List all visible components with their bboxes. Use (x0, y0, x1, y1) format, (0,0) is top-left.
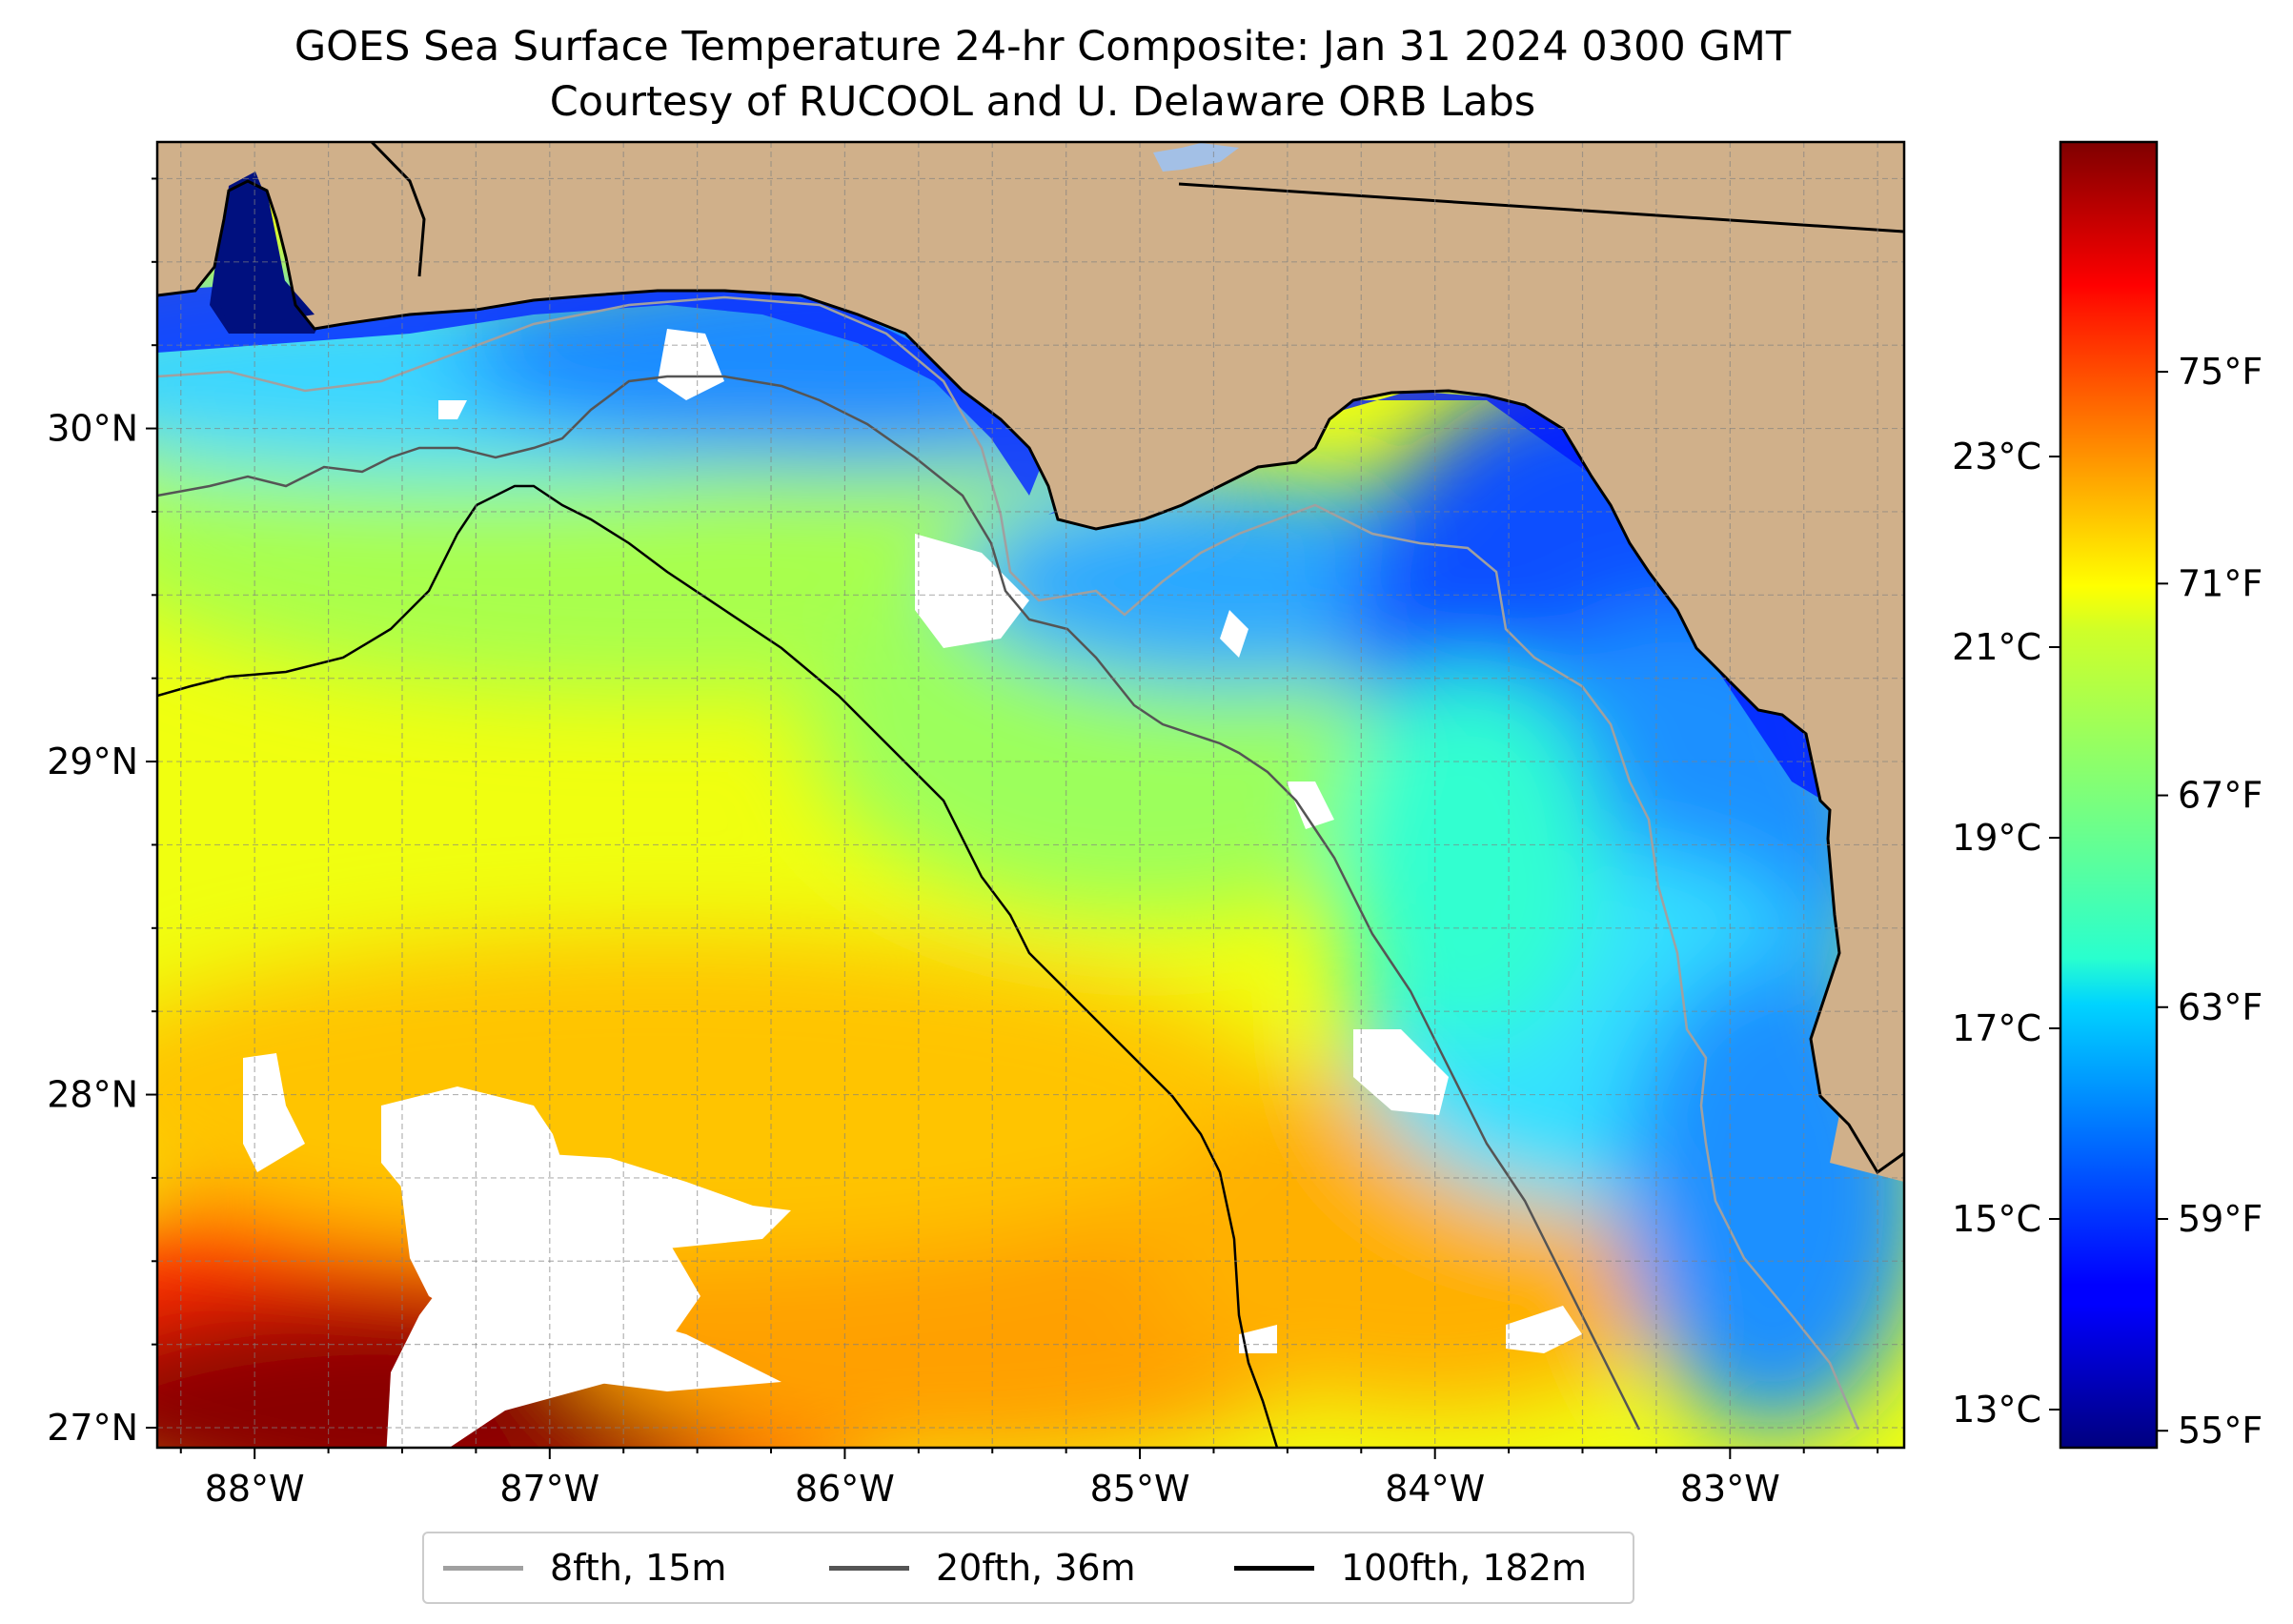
lon-tick-label: 88°W (205, 1468, 305, 1510)
legend-swatch-8fth (443, 1565, 523, 1571)
colorbar-fahrenheit-label: 55°F (2178, 1410, 2263, 1451)
land (157, 142, 1904, 1182)
colorbar-celsius-label: 19°C (1952, 817, 2041, 859)
gridlines (157, 142, 1904, 1448)
colorbar-fahrenheit-label: 59°F (2178, 1198, 2263, 1240)
colorbar-celsius-label: 13°C (1952, 1389, 2041, 1431)
legend-label-100fth: 100fth, 182m (1341, 1547, 1587, 1589)
colorbar-gradient (2059, 140, 2159, 1450)
isobath-100fth (157, 484, 1279, 1448)
colorbar-fahrenheit-label: 67°F (2178, 775, 2263, 817)
colorbar-celsius-label: 17°C (1952, 1007, 2041, 1049)
lat-tick-label: 27°N (47, 1407, 138, 1449)
colorbar-celsius-label: 15°C (1952, 1198, 2041, 1240)
colorbar-celsius-axis: 13°C 15°C 17°C 19°C 21°C 23°C (1952, 436, 2060, 1431)
lat-tick-label: 29°N (47, 741, 138, 782)
lat-tick-label: 28°N (47, 1074, 138, 1116)
colorbar-fahrenheit-label: 75°F (2178, 351, 2263, 393)
lon-tick-label: 85°W (1090, 1468, 1190, 1510)
lon-tick-label: 86°W (795, 1468, 895, 1510)
title-line-1: GOES Sea Surface Temperature 24-hr Compo… (294, 23, 1792, 71)
colorbar-celsius-label: 21°C (1952, 626, 2041, 668)
legend-swatch-20fth (829, 1565, 909, 1571)
lat-axis: 30°N 29°N 28°N 27°N (47, 177, 157, 1449)
lat-tick-label: 30°N (47, 408, 138, 450)
legend-item-8fth: 8fth, 15m (443, 1533, 726, 1602)
colorbar-fahrenheit-axis: 55°F 59°F 63°F 67°F 71°F 75°F (2157, 351, 2263, 1451)
lon-axis: 88°W 87°W 86°W 85°W 84°W 83°W (179, 1448, 1879, 1510)
legend-label-8fth: 8fth, 15m (550, 1547, 727, 1589)
legend-swatch-100fth (1234, 1565, 1314, 1571)
legend-item-20fth: 20fth, 36m (829, 1533, 1136, 1602)
isobath-20fth (157, 375, 1641, 1431)
lon-tick-label: 83°W (1680, 1468, 1780, 1510)
cloud-mask (243, 329, 1582, 1448)
isobath-8fth (157, 295, 1860, 1431)
colorbar-fahrenheit-label: 63°F (2178, 986, 2263, 1028)
colorbar: 13°C 15°C 17°C 19°C 21°C 23°C 55°F 59°F 63°F 67°… (1952, 140, 2263, 1451)
legend-label-20fth: 20fth, 36m (936, 1547, 1136, 1589)
coastline (157, 179, 1904, 1175)
legend: 8fth, 15m 20fth, 36m 100fth, 182m (422, 1532, 1634, 1604)
title-line-2: Courtesy of RUCOOL and U. Delaware ORB L… (549, 78, 1536, 126)
lon-tick-label: 87°W (499, 1468, 599, 1510)
map-frame (155, 140, 1906, 1450)
map-area (157, 142, 1904, 1448)
colorbar-celsius-label: 23°C (1952, 436, 2041, 477)
lon-tick-label: 84°W (1385, 1468, 1485, 1510)
legend-item-100fth: 100fth, 182m (1234, 1533, 1587, 1602)
colorbar-fahrenheit-label: 71°F (2178, 562, 2263, 604)
